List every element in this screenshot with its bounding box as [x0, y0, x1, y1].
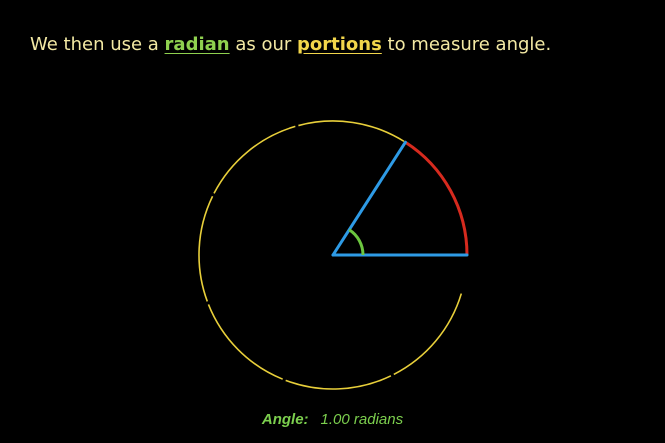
angle-marker-arc	[348, 228, 365, 256]
angle-value: 1.00 radians	[320, 411, 404, 428]
lesson-caption: We then use a radian as our portions to …	[30, 31, 551, 59]
caption-text-middle: as our	[229, 34, 297, 55]
radian-keyword-link[interactable]: radian	[164, 34, 230, 55]
circle-outline-segment	[213, 125, 296, 194]
angle-readout: Angle: 1.00 radians	[0, 409, 665, 431]
circle-outline-segment	[285, 375, 392, 390]
caption-text-after: to measure angle.	[381, 34, 552, 55]
circle-outline-segment	[393, 293, 463, 376]
rotated-radius-line[interactable]	[331, 140, 407, 257]
circle-outline-segment	[298, 120, 405, 143]
radian-arc-length	[404, 140, 469, 256]
angle-label: Angle:	[261, 411, 309, 428]
circle-outline-segment	[198, 195, 214, 302]
circle-outline-segment	[207, 304, 283, 380]
caption-text-before: We then use a	[30, 34, 165, 55]
portions-keyword-link[interactable]: portions	[297, 34, 382, 55]
